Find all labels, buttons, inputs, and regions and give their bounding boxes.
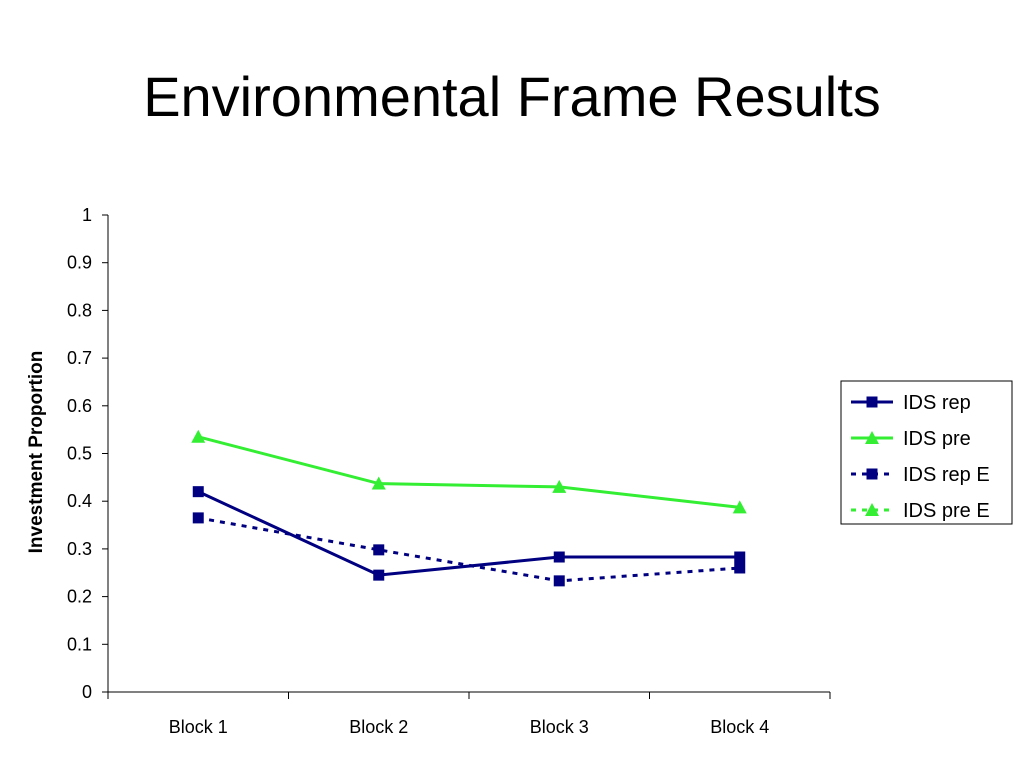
data-point — [732, 500, 747, 514]
data-point — [192, 486, 204, 498]
slide-title: Environmental Frame Results — [143, 65, 881, 128]
data-point — [373, 569, 385, 581]
chart-legend: IDS rep IDS pre IDS rep E IDS pre E — [840, 380, 1013, 525]
data-point — [552, 479, 567, 493]
legend-marker — [866, 396, 878, 408]
legend-label: IDS pre E — [903, 500, 990, 522]
y-tick-label: 0.6 — [67, 396, 92, 416]
y-tick-label: 0.9 — [67, 253, 92, 273]
legend-item: IDS rep — [851, 392, 971, 414]
series-line — [197, 435, 740, 509]
y-axis-title: Investment Proportion — [26, 351, 47, 554]
y-tick-label: 0.4 — [67, 491, 92, 511]
y-tick-label: 0.5 — [67, 444, 92, 464]
series-line — [197, 516, 740, 583]
y-tick-label: 0.8 — [67, 300, 92, 320]
series-line — [197, 490, 740, 577]
data-point — [553, 575, 565, 587]
x-tick-label: Block 3 — [530, 717, 589, 737]
x-tick-label: Block 2 — [349, 717, 408, 737]
y-tick-label: 0.2 — [67, 587, 92, 607]
legend-label: IDS rep E — [903, 464, 990, 486]
series-ids-rep-e — [192, 512, 746, 587]
data-point — [553, 551, 565, 563]
legend-label: IDS pre — [903, 428, 971, 450]
legend-marker — [865, 503, 879, 516]
y-tick-label: 0.3 — [67, 539, 92, 559]
legend-marker — [865, 431, 879, 444]
series-ids-pre — [191, 429, 747, 514]
data-point — [734, 562, 746, 574]
y-tick-label: 0 — [82, 682, 92, 702]
data-point — [191, 429, 206, 443]
data-point — [192, 512, 204, 524]
legend-item: IDS rep E — [851, 464, 990, 486]
chart-series — [191, 429, 747, 587]
y-tick-label: 0.1 — [67, 634, 92, 654]
chart-axes: 0 0.1 0.2 0.3 0.4 0.5 0.6 0.7 0.8 0.9 1 Block 1 Bloc… — [67, 205, 831, 737]
x-tick-label: Block 4 — [710, 717, 769, 737]
y-tick-label: 1 — [82, 205, 92, 225]
legend-label: IDS rep — [903, 392, 971, 414]
legend-item: IDS pre — [851, 428, 971, 450]
legend-marker — [866, 468, 878, 480]
data-point — [371, 476, 386, 490]
data-point — [734, 551, 746, 563]
legend-item: IDS pre E — [851, 500, 990, 522]
x-tick-label: Block 1 — [169, 717, 228, 737]
y-tick-label: 0.7 — [67, 348, 92, 368]
data-point — [373, 544, 385, 556]
